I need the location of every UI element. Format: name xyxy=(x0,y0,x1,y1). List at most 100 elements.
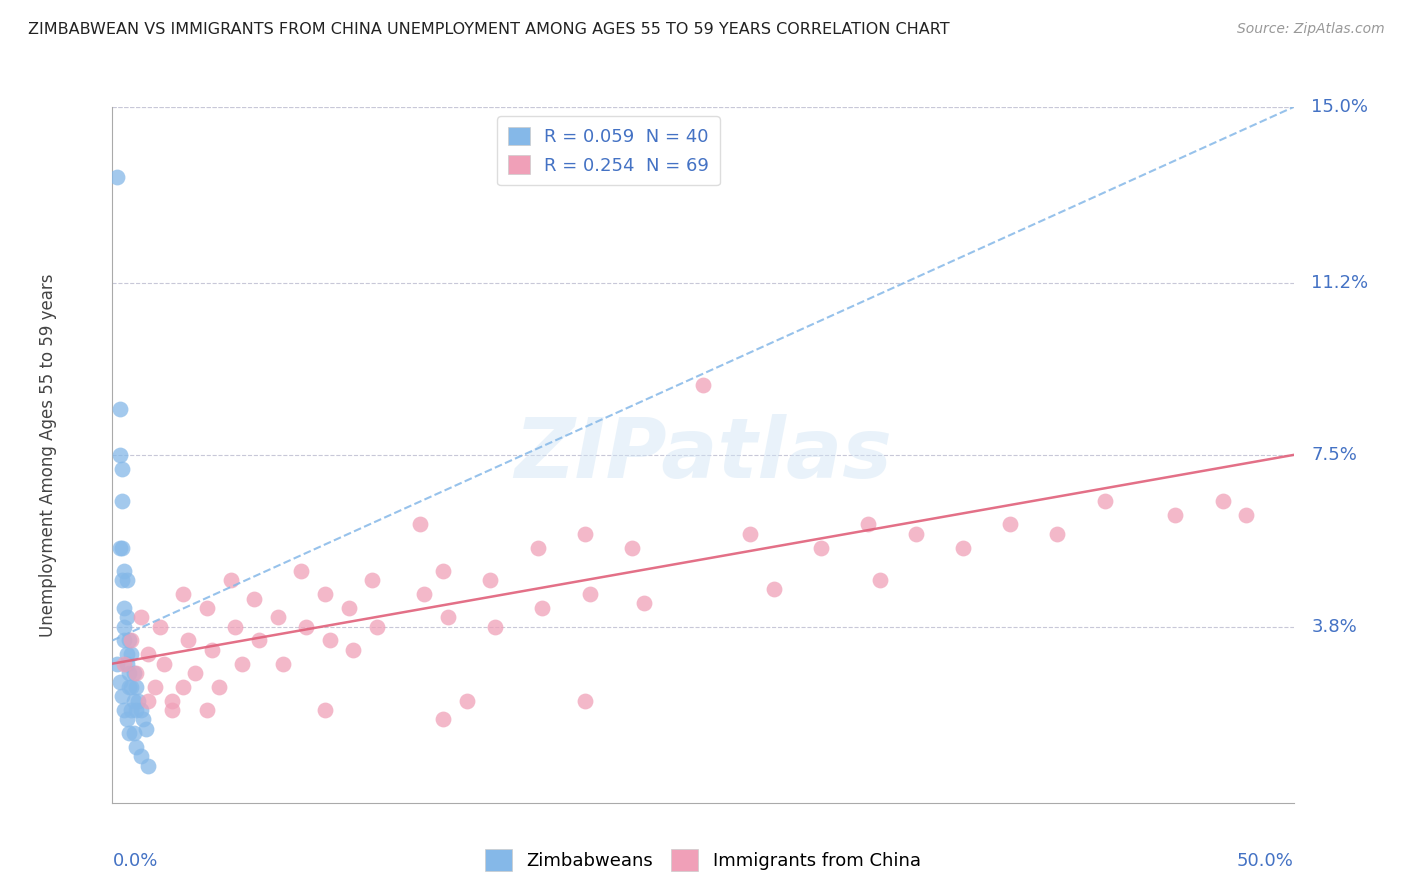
Point xyxy=(1046,526,1069,541)
Point xyxy=(219,573,242,587)
Point xyxy=(413,587,436,601)
Point xyxy=(118,726,141,740)
Point xyxy=(314,703,336,717)
Legend: Zimbabweans, Immigrants from China: Zimbabweans, Immigrants from China xyxy=(478,842,928,879)
Point xyxy=(858,517,880,532)
Text: Source: ZipAtlas.com: Source: ZipAtlas.com xyxy=(1237,22,1385,37)
Point xyxy=(740,526,762,541)
Point xyxy=(153,657,176,671)
Text: 50.0%: 50.0% xyxy=(1237,852,1294,870)
Legend: R = 0.059  N = 40, R = 0.254  N = 69: R = 0.059 N = 40, R = 0.254 N = 69 xyxy=(498,116,720,186)
Point xyxy=(172,587,194,601)
Point xyxy=(201,642,224,657)
Point xyxy=(129,703,152,717)
Point xyxy=(125,740,148,755)
Point xyxy=(125,665,148,680)
Point xyxy=(143,680,166,694)
Point xyxy=(118,680,141,694)
Point xyxy=(531,601,554,615)
Point xyxy=(952,541,974,555)
Text: 7.5%: 7.5% xyxy=(1312,446,1357,464)
Text: Unemployment Among Ages 55 to 59 years: Unemployment Among Ages 55 to 59 years xyxy=(38,273,56,637)
Point xyxy=(224,619,246,633)
Point xyxy=(120,680,142,694)
Point xyxy=(432,712,454,726)
Point xyxy=(1212,494,1234,508)
Point xyxy=(122,665,145,680)
Point xyxy=(479,573,502,587)
Text: 0.0%: 0.0% xyxy=(112,852,157,870)
Text: ZIMBABWEAN VS IMMIGRANTS FROM CHINA UNEMPLOYMENT AMONG AGES 55 TO 59 YEARS CORRE: ZIMBABWEAN VS IMMIGRANTS FROM CHINA UNEM… xyxy=(28,22,949,37)
Point xyxy=(574,526,596,541)
Text: 3.8%: 3.8% xyxy=(1312,617,1357,635)
Point xyxy=(267,610,290,624)
Point xyxy=(149,619,172,633)
Point xyxy=(456,694,478,708)
Point xyxy=(361,573,384,587)
Point xyxy=(111,462,134,476)
Point xyxy=(105,169,128,184)
Text: ZIPatlas: ZIPatlas xyxy=(515,415,891,495)
Point xyxy=(112,564,135,578)
Point xyxy=(195,703,218,717)
Point xyxy=(437,610,460,624)
Point xyxy=(366,619,388,633)
Point xyxy=(120,633,142,648)
Point xyxy=(122,726,145,740)
Point xyxy=(574,694,596,708)
Point xyxy=(108,401,131,416)
Point xyxy=(115,712,138,726)
Point xyxy=(172,680,194,694)
Point xyxy=(195,601,218,615)
Point xyxy=(337,601,360,615)
Point xyxy=(111,541,134,555)
Point xyxy=(314,587,336,601)
Point xyxy=(243,591,266,606)
Point xyxy=(319,633,342,648)
Point xyxy=(112,703,135,717)
Point xyxy=(122,694,145,708)
Point xyxy=(578,587,600,601)
Point xyxy=(408,517,430,532)
Point xyxy=(108,675,131,690)
Point xyxy=(112,601,135,615)
Point xyxy=(1094,494,1116,508)
Point xyxy=(108,448,131,462)
Point xyxy=(290,564,312,578)
Point xyxy=(120,648,142,662)
Point xyxy=(115,657,138,671)
Point xyxy=(120,703,142,717)
Point xyxy=(208,680,231,694)
Point xyxy=(1234,508,1257,523)
Point xyxy=(118,633,141,648)
Point xyxy=(112,633,135,648)
Point xyxy=(633,596,655,610)
Point xyxy=(115,648,138,662)
Point xyxy=(810,541,832,555)
Point xyxy=(177,633,200,648)
Point xyxy=(271,657,294,671)
Point xyxy=(484,619,506,633)
Point xyxy=(125,703,148,717)
Point xyxy=(132,712,155,726)
Point xyxy=(112,619,135,633)
Point xyxy=(869,573,891,587)
Point xyxy=(111,689,134,703)
Text: 15.0%: 15.0% xyxy=(1312,98,1368,116)
Text: 11.2%: 11.2% xyxy=(1312,275,1368,293)
Point xyxy=(111,494,134,508)
Point xyxy=(136,758,159,772)
Point xyxy=(184,665,207,680)
Point xyxy=(432,564,454,578)
Point xyxy=(115,573,138,587)
Point xyxy=(692,378,714,392)
Point xyxy=(904,526,927,541)
Point xyxy=(160,703,183,717)
Point xyxy=(231,657,253,671)
Point xyxy=(129,749,152,764)
Point xyxy=(160,694,183,708)
Point xyxy=(118,665,141,680)
Point xyxy=(112,657,135,671)
Point xyxy=(998,517,1021,532)
Point xyxy=(105,657,128,671)
